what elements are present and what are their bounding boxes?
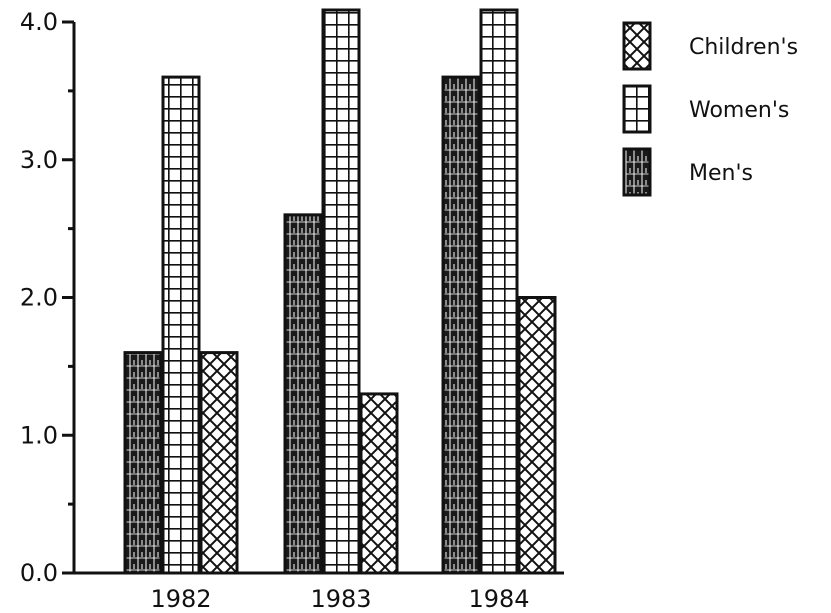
legend-label: Men's xyxy=(689,161,753,186)
bar-womens-1984 xyxy=(479,8,519,575)
legend-label: Women's xyxy=(689,98,789,123)
y-tick-label: 4.0 xyxy=(20,8,58,36)
bar-mens-1982 xyxy=(123,351,163,575)
y-axis-ticks: 0.0 1.0 2.0 3.0 4.0 xyxy=(20,8,74,587)
bar-childrens-1982 xyxy=(199,351,239,575)
legend-label: Children's xyxy=(689,35,798,60)
bar-womens-1983 xyxy=(321,8,361,575)
legend-swatch-womens xyxy=(622,84,652,134)
y-tick-label: 0.0 xyxy=(20,559,58,587)
bar-childrens-1983 xyxy=(359,392,399,575)
legend-swatch-childrens xyxy=(622,21,652,71)
legend-swatch-mens xyxy=(622,147,652,197)
x-axis-labels: 1982 1983 1984 xyxy=(150,585,529,613)
y-tick-label: 2.0 xyxy=(20,284,58,312)
bar-mens-1984 xyxy=(441,75,481,575)
x-tick-label: 1984 xyxy=(468,585,529,613)
bars xyxy=(123,8,557,575)
x-tick-label: 1982 xyxy=(150,585,211,613)
y-tick-label: 1.0 xyxy=(20,421,58,449)
bar-childrens-1984 xyxy=(517,296,557,575)
bar-womens-1982 xyxy=(161,75,201,575)
y-tick-label: 3.0 xyxy=(20,146,58,174)
x-tick-label: 1983 xyxy=(310,585,371,613)
bar-mens-1983 xyxy=(283,213,323,575)
legend: Children's Women's Men's xyxy=(622,21,798,197)
